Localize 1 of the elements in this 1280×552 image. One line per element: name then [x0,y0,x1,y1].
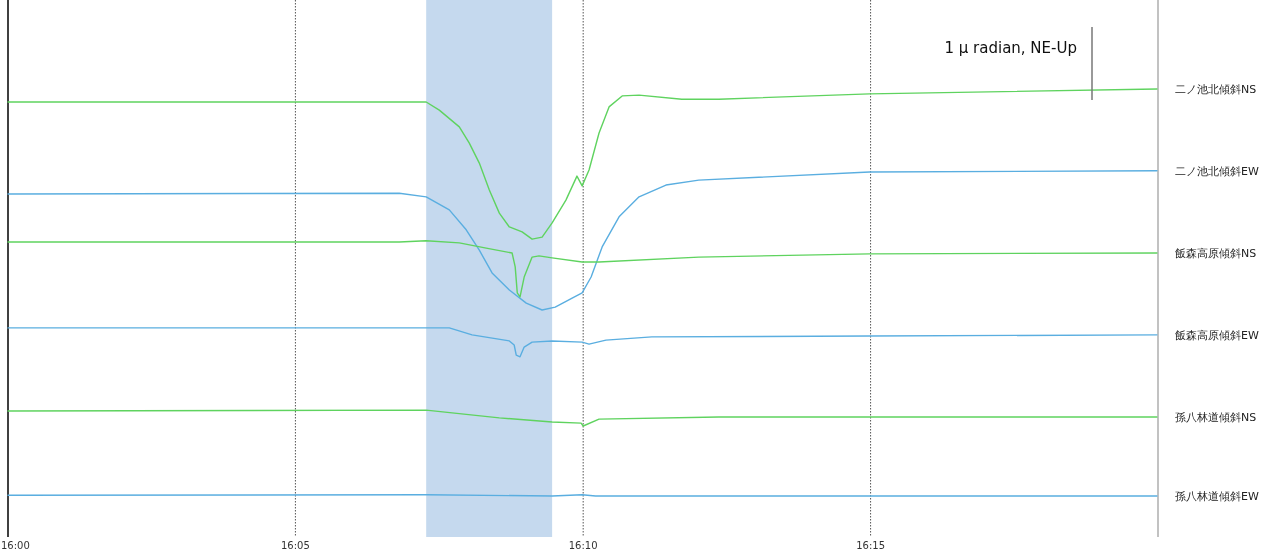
annotation: 1 μ radian, NE-Up [944,39,1077,57]
